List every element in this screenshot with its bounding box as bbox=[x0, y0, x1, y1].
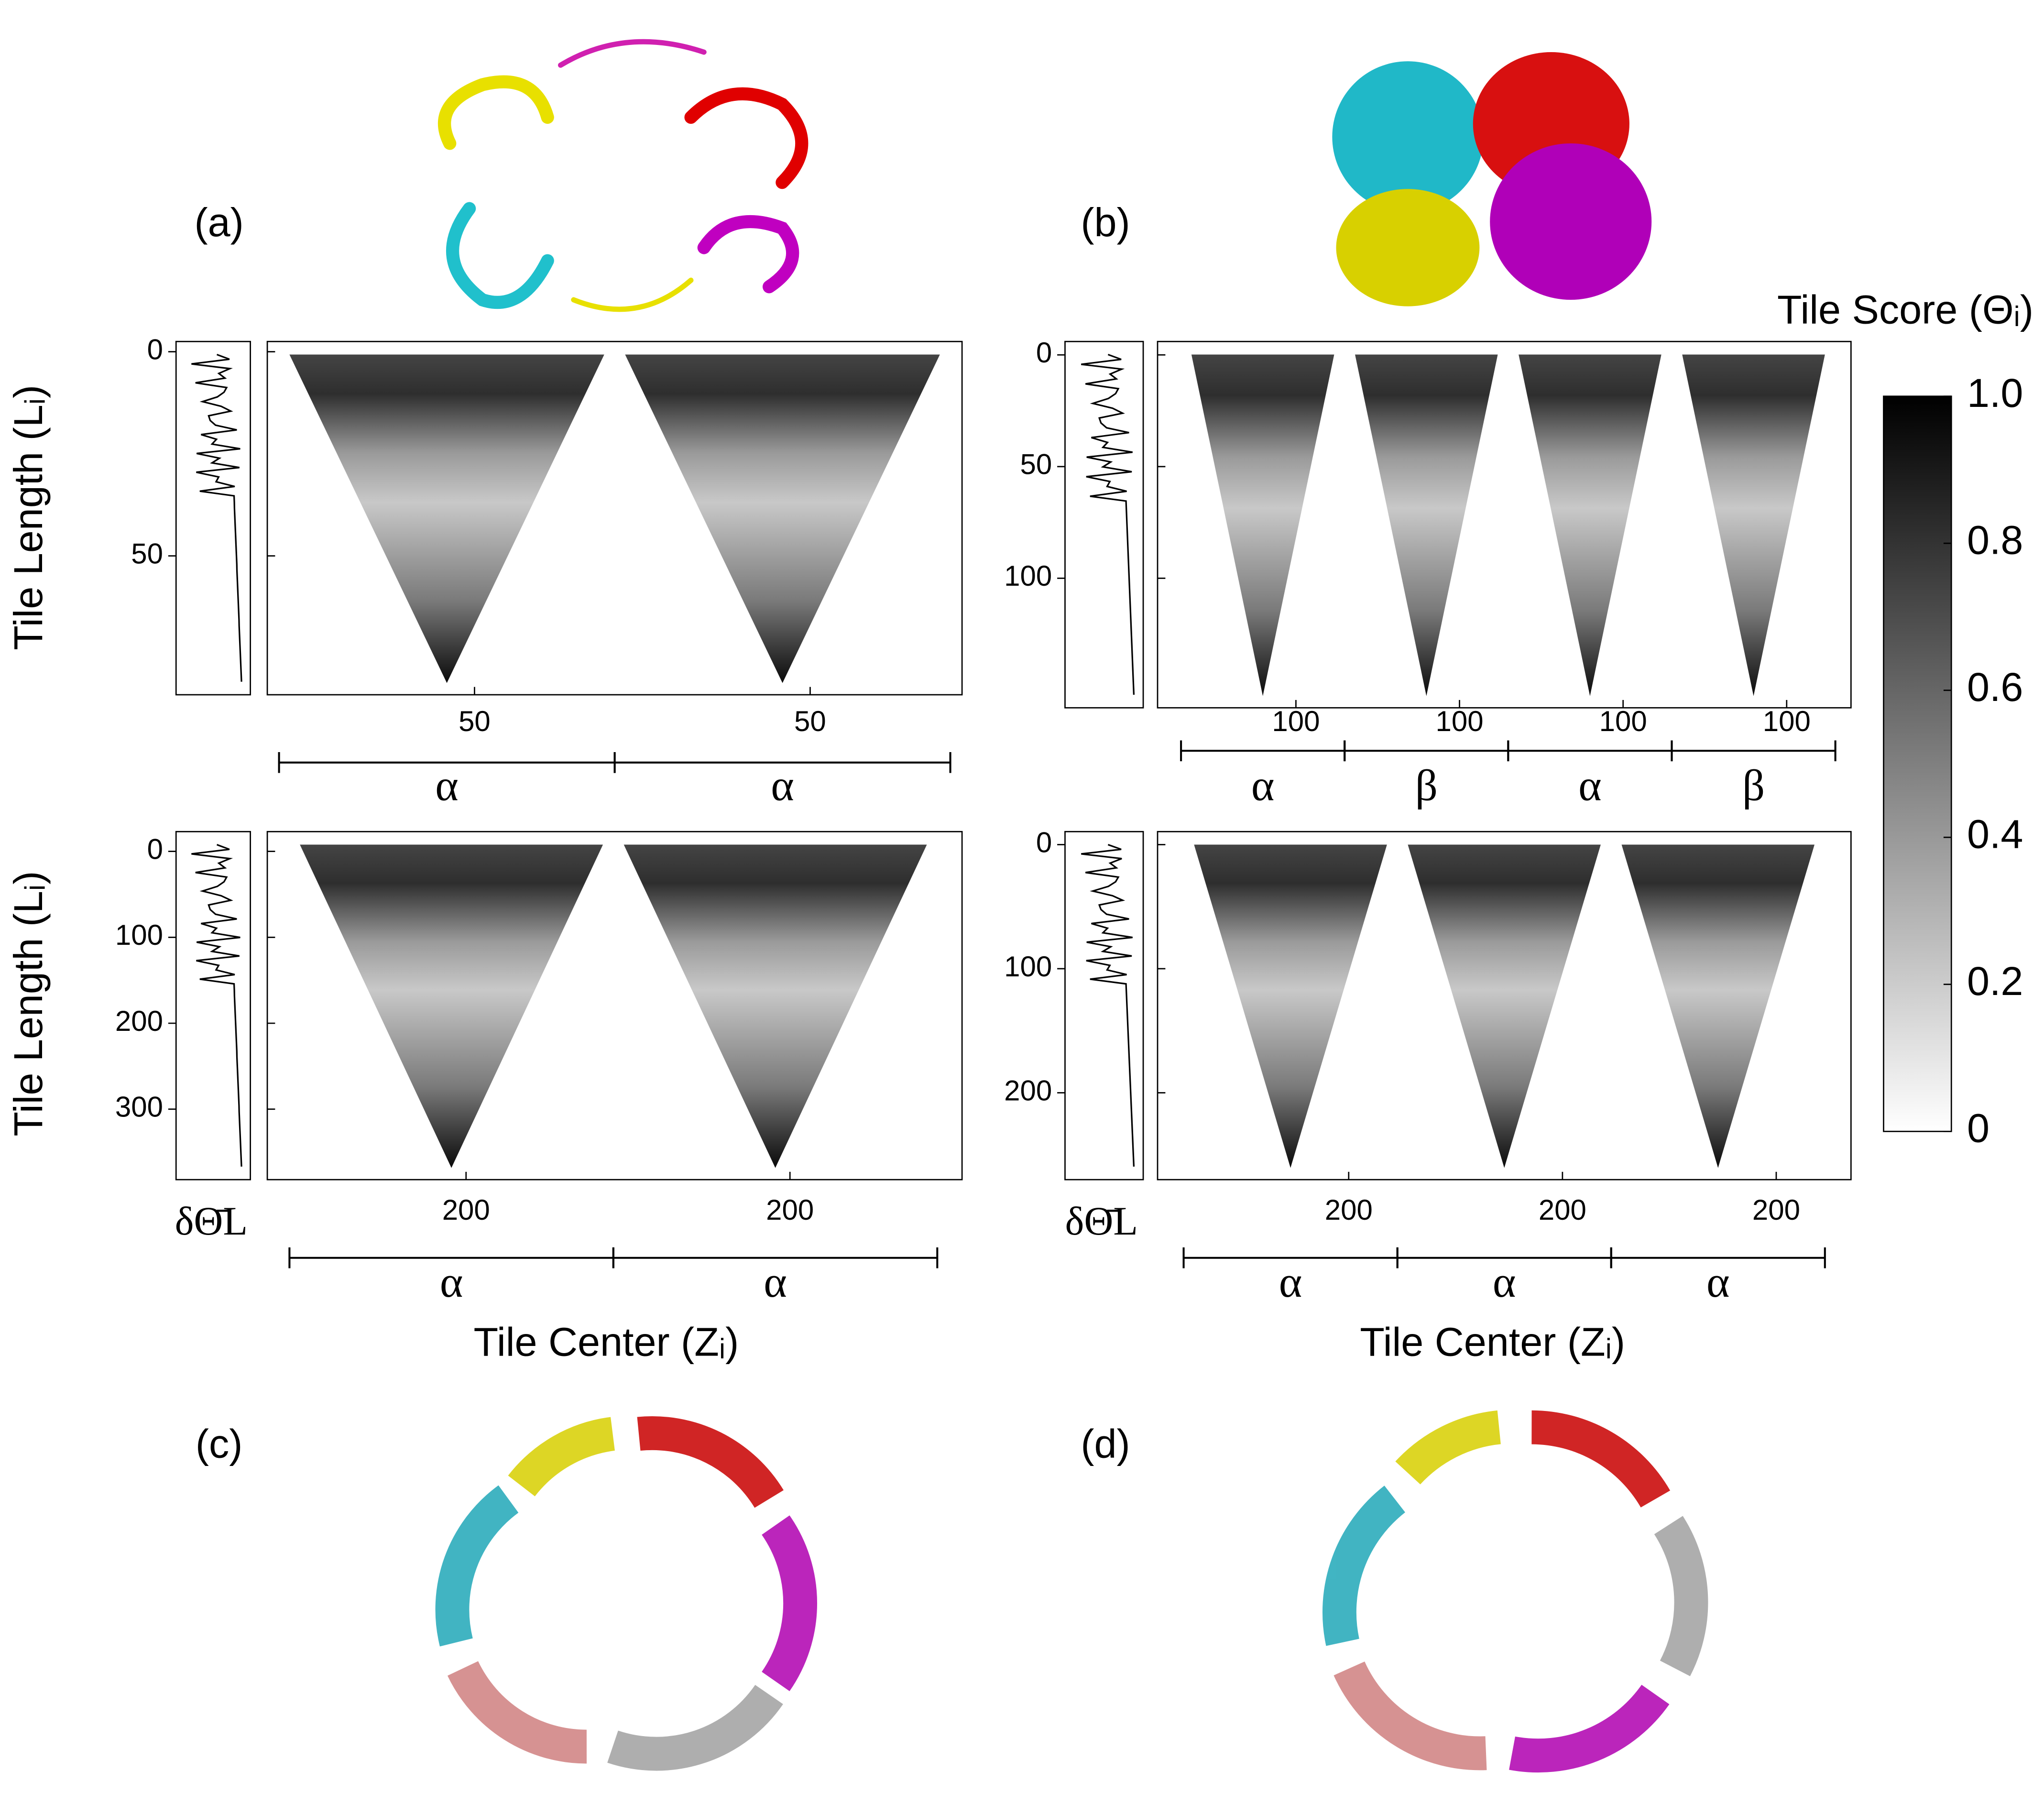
y-tick-label: 200 bbox=[115, 1005, 163, 1037]
y-tick-label: 100 bbox=[1004, 560, 1052, 592]
domain-label: α bbox=[435, 761, 459, 810]
domain-label: β bbox=[1742, 761, 1765, 810]
side-trace bbox=[1081, 844, 1135, 1167]
y-tick-label: 50 bbox=[131, 537, 163, 569]
protein-b bbox=[1332, 52, 1652, 306]
y-tick-label: 200 bbox=[1004, 1074, 1052, 1106]
plot-frame bbox=[266, 831, 963, 1181]
domain-label: α bbox=[764, 1257, 787, 1307]
x-tick-label: 200 bbox=[1325, 1194, 1373, 1226]
heatmap-triangle bbox=[1519, 354, 1661, 696]
domain-label: α bbox=[440, 1257, 463, 1307]
heatmap-triangle bbox=[1621, 844, 1815, 1168]
heatmap-triangle bbox=[1191, 354, 1334, 696]
y-tick-label: 0 bbox=[1036, 337, 1052, 369]
colorbar-title: Tile Score (Θᵢ) bbox=[1777, 287, 2033, 332]
heatmap-triangle bbox=[1194, 844, 1387, 1168]
heatmap-triangle bbox=[623, 844, 927, 1168]
y-axis-label: Tile Length (Lᵢ) bbox=[5, 385, 51, 650]
domain-label: α bbox=[1251, 761, 1275, 810]
side-trace bbox=[191, 844, 242, 1167]
x-tick-label: 50 bbox=[794, 705, 826, 737]
colorbar-tick-label: 0.4 bbox=[1967, 811, 2023, 857]
side-label: δΘ̄L bbox=[175, 1199, 248, 1244]
panel-label: (d) bbox=[1081, 1421, 1130, 1466]
heatmap-triangle bbox=[1408, 844, 1601, 1168]
y-tick-label: 100 bbox=[115, 919, 163, 951]
protein-a bbox=[437, 39, 809, 312]
plot-frame bbox=[266, 340, 963, 696]
x-tick-label: 200 bbox=[1752, 1194, 1800, 1226]
heatmap-triangle bbox=[300, 844, 603, 1168]
x-tick-label: 100 bbox=[1599, 705, 1647, 737]
side-trace bbox=[191, 353, 242, 682]
domain-label: α bbox=[1578, 761, 1602, 810]
side-trace bbox=[1081, 353, 1135, 695]
heatmap-triangle bbox=[625, 354, 940, 683]
colorbar bbox=[1883, 395, 1952, 1132]
protein-d bbox=[1323, 1410, 1708, 1773]
domain-label: β bbox=[1415, 761, 1438, 810]
domain-label: α bbox=[1493, 1257, 1516, 1307]
panel-label: (a) bbox=[195, 199, 244, 245]
y-tick-label: 0 bbox=[147, 333, 163, 365]
x-tick-label: 100 bbox=[1436, 705, 1484, 737]
panel-label: (b) bbox=[1081, 199, 1130, 245]
panel-label: (c) bbox=[196, 1421, 243, 1466]
colorbar-tick-label: 0.2 bbox=[1967, 958, 2023, 1004]
x-tick-label: 100 bbox=[1763, 705, 1811, 737]
x-axis-label: Tile Center (Zᵢ) bbox=[473, 1319, 739, 1365]
domain-label: α bbox=[1706, 1257, 1730, 1307]
colorbar-tick-label: 0.6 bbox=[1967, 664, 2023, 710]
x-tick-label: 200 bbox=[766, 1194, 814, 1226]
side-label: δΘ̄L bbox=[1065, 1199, 1138, 1244]
domain-label: α bbox=[1279, 1257, 1302, 1307]
x-tick-label: 200 bbox=[442, 1194, 490, 1226]
protein-c bbox=[435, 1416, 817, 1771]
plot-frame bbox=[1157, 340, 1852, 709]
y-axis-label: Tile Length (Lᵢ) bbox=[5, 871, 51, 1137]
colorbar-tick-label: 0.8 bbox=[1967, 517, 2023, 563]
heatmap-triangle bbox=[1682, 354, 1825, 696]
x-tick-label: 50 bbox=[459, 705, 491, 737]
x-tick-label: 200 bbox=[1539, 1194, 1586, 1226]
domain-label: α bbox=[771, 761, 794, 810]
x-axis-label: Tile Center (Zᵢ) bbox=[1360, 1319, 1625, 1365]
heatmap-triangle bbox=[289, 354, 604, 683]
colorbar-tick-label: 1.0 bbox=[1967, 370, 2023, 415]
y-tick-label: 50 bbox=[1020, 448, 1052, 481]
x-tick-label: 100 bbox=[1272, 705, 1320, 737]
side-frame bbox=[1064, 340, 1144, 709]
y-tick-label: 0 bbox=[1036, 826, 1052, 858]
side-frame bbox=[175, 831, 251, 1181]
y-tick-label: 300 bbox=[115, 1091, 163, 1123]
heatmap-triangle bbox=[1355, 354, 1498, 696]
side-frame bbox=[1064, 831, 1144, 1181]
y-tick-label: 0 bbox=[147, 833, 163, 865]
colorbar-tick-label: 0 bbox=[1967, 1105, 1989, 1151]
side-frame bbox=[175, 340, 251, 696]
plot-frame bbox=[1157, 831, 1852, 1181]
y-tick-label: 100 bbox=[1004, 951, 1052, 983]
